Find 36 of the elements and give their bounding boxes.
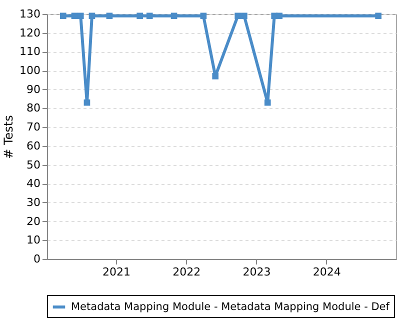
point [264, 99, 271, 106]
y-tick-label: 30 [26, 196, 40, 209]
point [84, 99, 90, 106]
x-tick-label: 2021 [102, 266, 130, 278]
y-tick-label: 20 [26, 214, 40, 228]
y-tick-label: 50 [26, 158, 40, 172]
point [234, 12, 241, 20]
y-tick-label: 40 [26, 177, 40, 190]
point [375, 12, 382, 20]
point [106, 12, 113, 20]
point [200, 12, 207, 20]
point [77, 12, 84, 20]
y-tick-label: 130 [20, 8, 40, 20]
y-axis-title: # Tests [2, 115, 16, 159]
point [276, 12, 283, 20]
y-tick-label: 10 [26, 234, 40, 247]
point [212, 73, 219, 80]
y-tick-label: 100 [20, 64, 40, 78]
point [241, 12, 248, 20]
point [170, 12, 178, 20]
point [146, 12, 153, 20]
point [60, 12, 66, 20]
y-tick-label: 110 [20, 45, 40, 58]
x-tick-label: 2023 [242, 266, 271, 278]
x-tick-label: 2024 [312, 266, 341, 278]
point [136, 12, 143, 20]
y-tick-label: 90 [26, 82, 40, 96]
y-tick-label: 120 [20, 26, 40, 40]
y-tick-label: 70 [26, 120, 40, 134]
legend-label: Metadata Mapping Module - Metadata Mapping Module - Def [71, 301, 390, 313]
point [71, 12, 78, 20]
y-tick-label: 0 [34, 252, 40, 266]
y-tick-label: 60 [26, 139, 40, 152]
x-tick-label: 2022 [172, 266, 201, 278]
point [88, 12, 96, 20]
y-tick-label: 80 [26, 102, 40, 115]
